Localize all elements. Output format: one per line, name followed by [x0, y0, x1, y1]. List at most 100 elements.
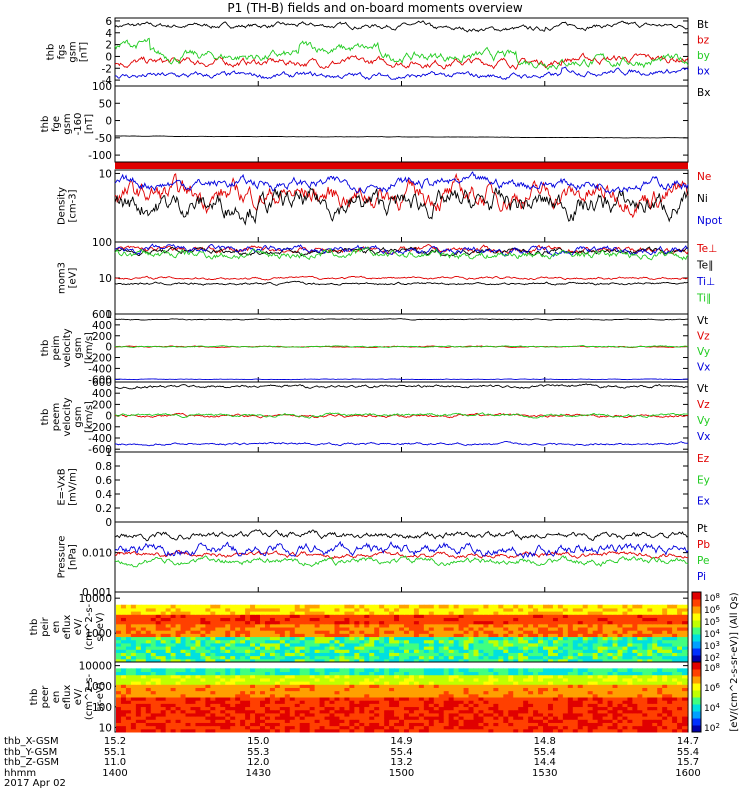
- spectrogram-cell: [359, 709, 365, 714]
- spectrogram-cell: [369, 703, 375, 708]
- spectrogram-cell: [215, 712, 221, 717]
- spectrogram-cell: [319, 712, 326, 717]
- spectrogram-cell: [180, 677, 187, 682]
- spectrogram-cell: [667, 697, 673, 701]
- spectrogram-cell: [364, 614, 370, 618]
- spectrogram-cell: [255, 627, 261, 631]
- spectrogram-cell: [433, 712, 440, 717]
- spectrogram-cell: [552, 706, 559, 711]
- spectrogram-cell: [145, 658, 152, 663]
- spectrogram-cell: [448, 604, 455, 609]
- spectrogram-cell: [170, 627, 177, 631]
- spectrogram-cell: [170, 668, 177, 673]
- spectrogram-cell: [622, 636, 629, 641]
- spectrogram-cell: [324, 614, 331, 618]
- spectrogram-cell: [443, 722, 450, 727]
- spectrogram-cell: [230, 706, 236, 711]
- spectrogram-cell: [538, 700, 544, 704]
- spectrogram-cell: [468, 674, 475, 679]
- spectrogram-cell: [423, 700, 430, 704]
- spectrogram-cell: [627, 693, 633, 698]
- spectrogram-cell: [324, 690, 331, 695]
- spectrogram-cell: [314, 636, 321, 641]
- spectrogram-cell: [682, 728, 688, 733]
- spectrogram-cell: [413, 646, 420, 650]
- spectrogram-cell: [577, 728, 584, 733]
- spectrogram-cell: [587, 671, 594, 676]
- spectrogram-cell: [190, 712, 197, 717]
- spectrogram-cell: [602, 674, 609, 679]
- spectrogram-cell: [145, 703, 152, 708]
- spectrogram-cell: [557, 652, 564, 657]
- spectrogram-cell: [647, 639, 653, 644]
- spectrogram-cell: [329, 709, 336, 714]
- spectrogram-cell: [185, 604, 192, 609]
- spectrogram-cell: [135, 700, 142, 704]
- spectrogram-cell: [170, 681, 177, 685]
- spectrogram-cell: [284, 703, 291, 708]
- spectrogram-cell: [225, 652, 231, 657]
- spectrogram-cell: [274, 719, 281, 723]
- spectrogram-cell: [349, 620, 355, 625]
- spectrogram-cell: [403, 719, 410, 723]
- spectrogram-cell: [379, 687, 385, 692]
- spectrogram-cell: [577, 709, 584, 714]
- spectrogram-cell: [592, 709, 599, 714]
- spectrogram-cell: [324, 722, 331, 727]
- spectrogram-cell: [657, 668, 663, 673]
- spectrogram-cell: [364, 674, 370, 679]
- spectrogram-cell: [552, 623, 559, 628]
- spectrogram-cell: [513, 671, 519, 676]
- spectrogram-cell: [349, 681, 355, 685]
- spectrogram-cell: [557, 636, 564, 641]
- spectrogram-cell: [250, 668, 256, 673]
- spectrogram-cell: [329, 639, 336, 644]
- spectrogram-cell: [478, 623, 485, 628]
- spectrogram-cell: [562, 627, 569, 631]
- spectrogram-cell: [225, 630, 231, 634]
- spectrogram-cell: [587, 712, 594, 717]
- spectrogram-cell: [220, 716, 226, 720]
- spectrogram-cell: [235, 655, 241, 660]
- spectrogram-cell: [240, 655, 246, 660]
- spectrogram-cell: [418, 712, 425, 717]
- spectrogram-cell: [205, 639, 211, 644]
- spectrogram-cell: [408, 614, 415, 618]
- spectrogram-cell: [135, 697, 142, 701]
- spectrogram-cell: [438, 639, 445, 644]
- spectrogram-cell: [547, 697, 554, 701]
- spectrogram-cell: [359, 706, 365, 711]
- spectrogram-cell: [677, 706, 683, 711]
- spectrogram-cell: [587, 636, 594, 641]
- spectrogram-cell: [210, 655, 216, 660]
- spectrogram-cell: [533, 614, 539, 618]
- spectrogram-cell: [210, 706, 216, 711]
- spectrogram-cell: [274, 725, 281, 730]
- spectrogram-cell: [185, 706, 192, 711]
- spectrogram-cell: [607, 617, 614, 622]
- spectrogram-cell: [245, 728, 251, 733]
- spectrogram-cell: [408, 636, 415, 641]
- spectrogram-cell: [448, 687, 455, 692]
- spectrogram-cell: [235, 700, 241, 704]
- spectrogram-cell: [503, 712, 509, 717]
- spectrogram-cell: [155, 607, 162, 612]
- spectrogram-cell: [200, 706, 206, 711]
- spectrogram-cell: [508, 693, 514, 698]
- spectrogram-cell: [369, 668, 375, 673]
- spectrogram-cell: [577, 697, 584, 701]
- spectrogram-cell: [150, 674, 157, 679]
- spectrogram-cell: [523, 636, 529, 641]
- spectrogram-cell: [627, 728, 633, 733]
- spectrogram-cell: [443, 690, 450, 695]
- spectrogram-cell: [582, 630, 589, 634]
- spectrogram-cell: [493, 607, 499, 612]
- spectrogram-cell: [513, 677, 519, 682]
- spectrogram-cell: [269, 607, 276, 612]
- spectrogram-cell: [175, 630, 182, 634]
- spectrogram-cell: [567, 611, 574, 615]
- spectrogram-cell: [572, 646, 579, 650]
- spectrogram-cell: [617, 611, 624, 615]
- legend-entry: Bt: [697, 19, 708, 31]
- spectrogram-cell: [473, 697, 480, 701]
